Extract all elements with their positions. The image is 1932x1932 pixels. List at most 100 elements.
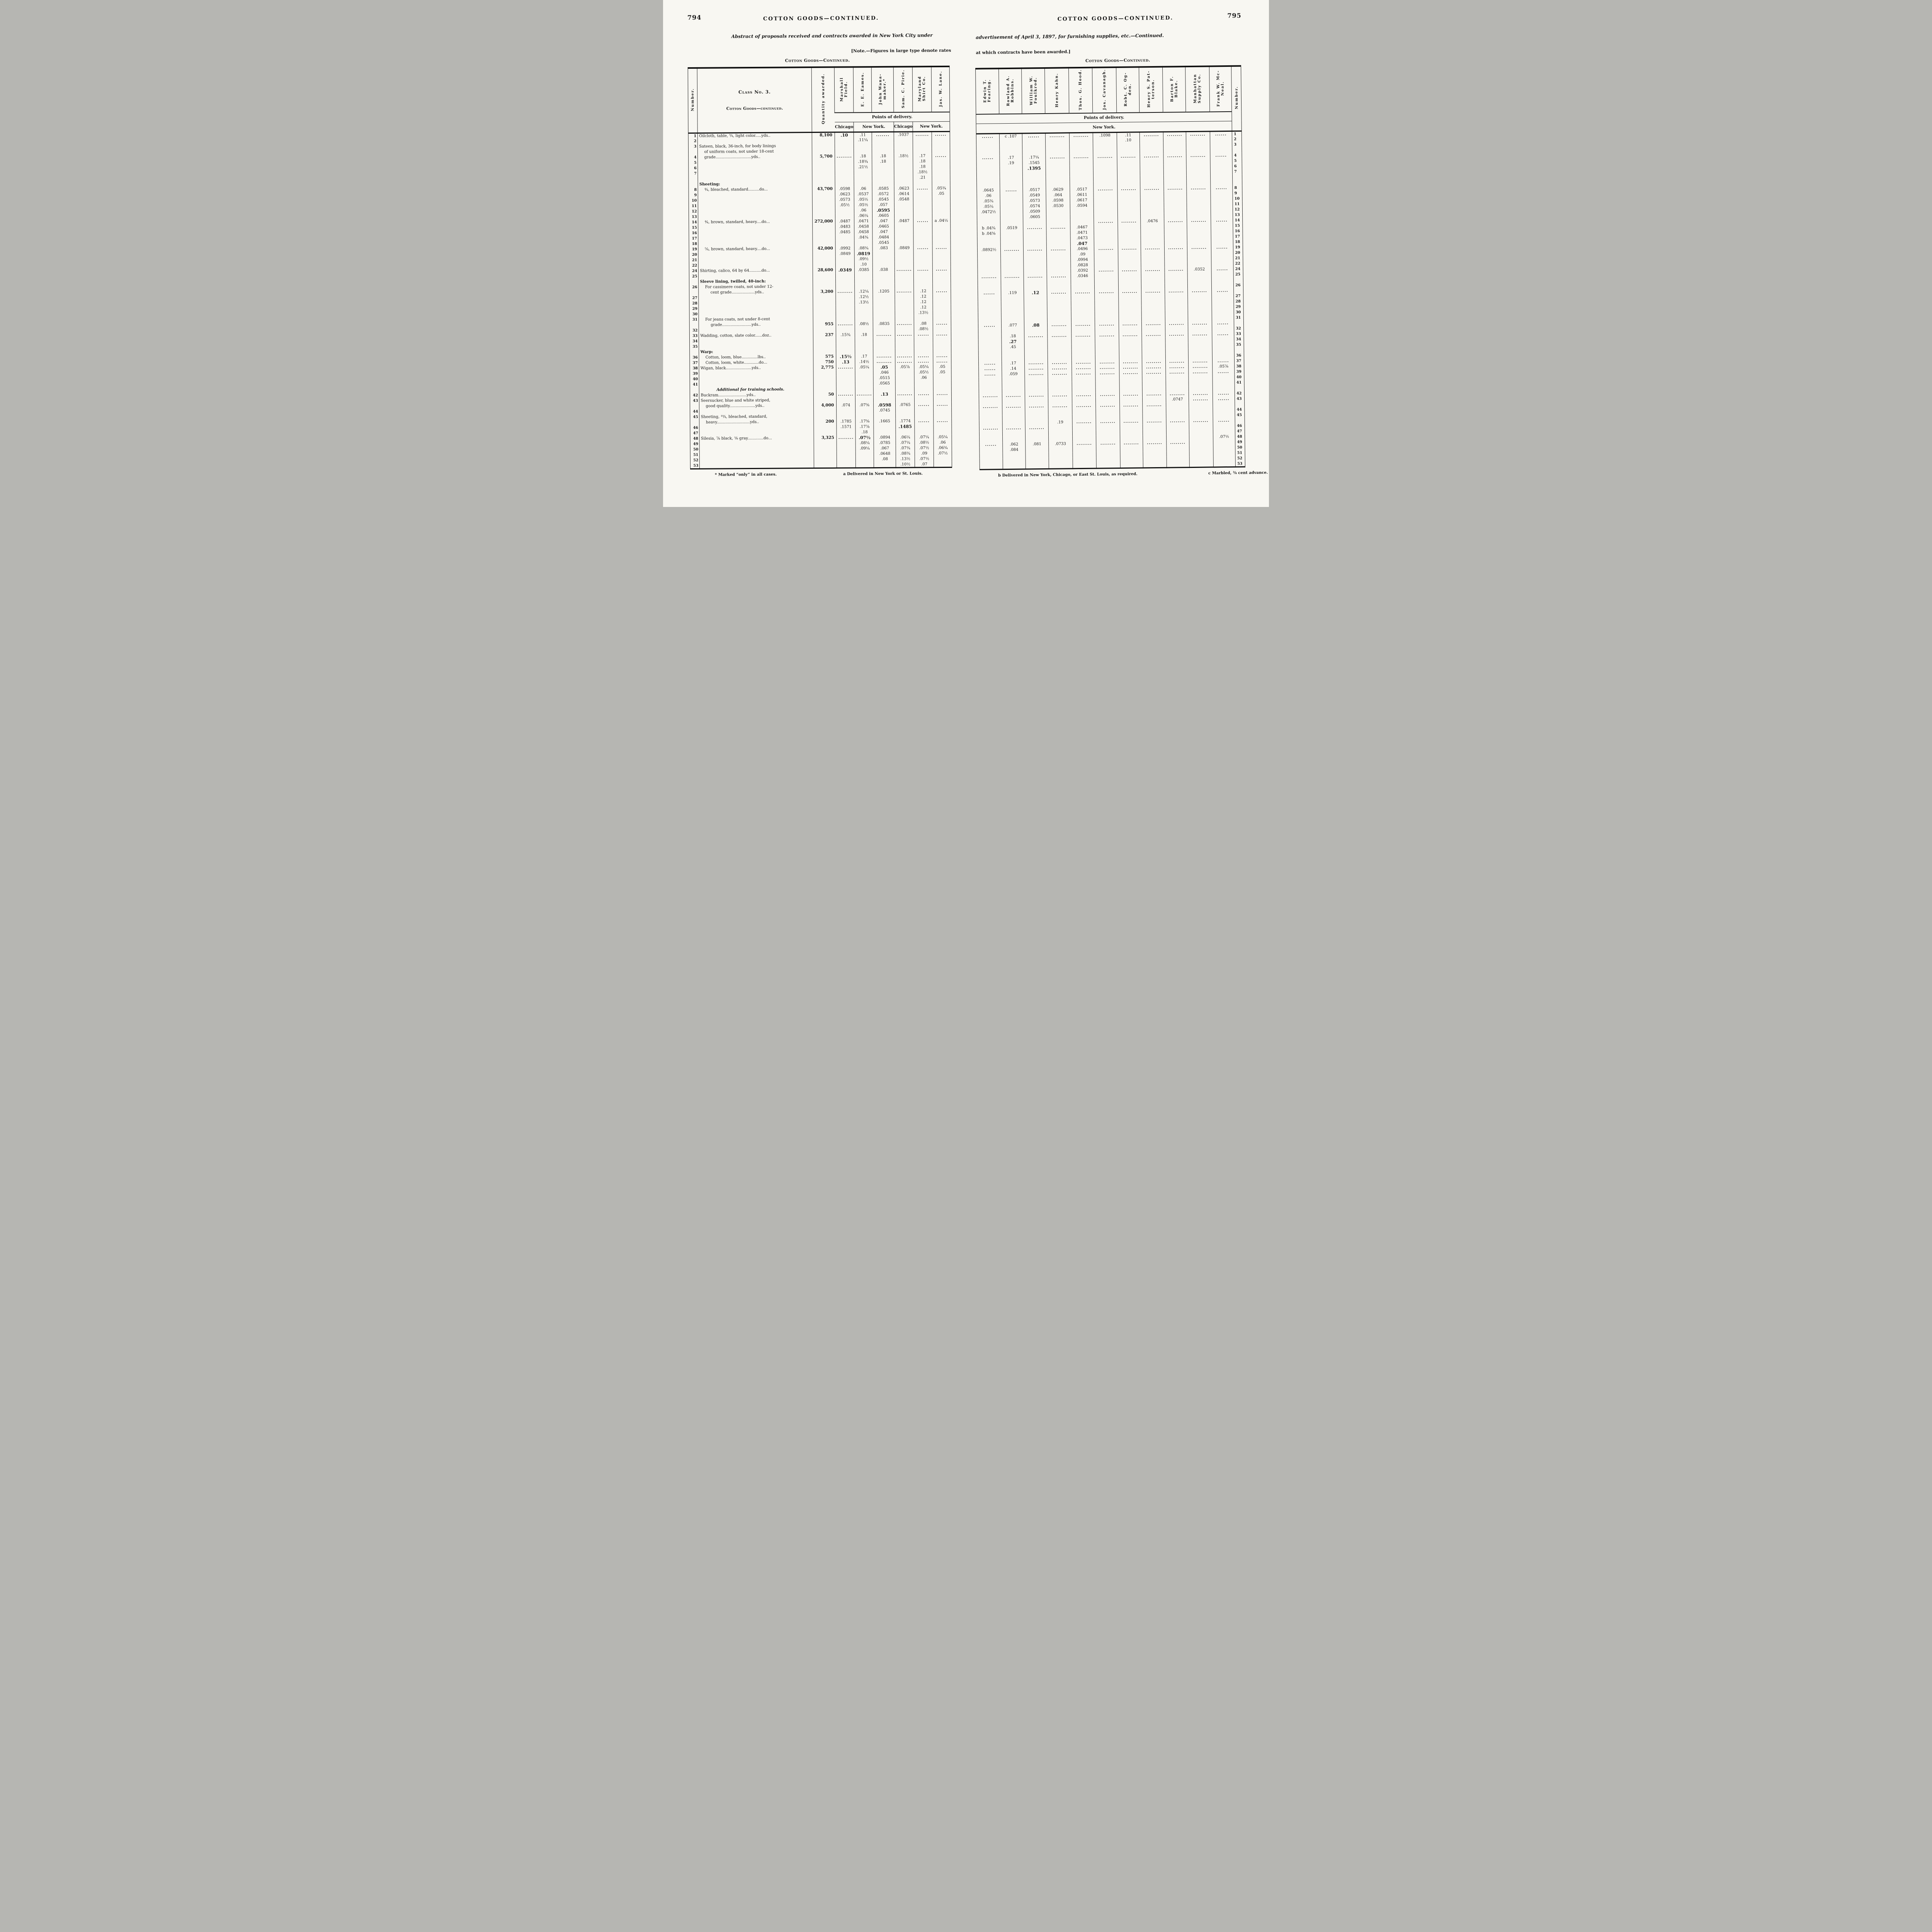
price-cell — [872, 262, 895, 267]
price-cell — [1022, 176, 1046, 182]
price-cell — [932, 234, 951, 240]
row-number-cell: 36 — [692, 355, 698, 360]
vendor-header: Barton F. Blake. — [1162, 66, 1186, 112]
price-cell: .0509 — [1023, 209, 1046, 215]
price-cell — [1166, 434, 1189, 440]
price-cell — [1165, 277, 1188, 284]
price-cell: .18 — [913, 158, 932, 164]
row-number-cell — [1235, 418, 1245, 423]
price-cell — [1189, 401, 1213, 408]
price-cell — [855, 348, 873, 354]
price-cell: .081 — [1025, 441, 1049, 447]
price-cell — [835, 148, 854, 154]
price-cell: ...... — [1213, 396, 1235, 402]
price-cell: ........ — [1071, 365, 1096, 371]
price-cell — [854, 170, 872, 175]
row-number-cell: 16 — [1233, 228, 1243, 234]
price-cell — [836, 294, 855, 300]
price-cell: .14½ — [855, 359, 873, 365]
price-cell: .06 — [985, 194, 992, 198]
row-number-cell: 22 — [692, 263, 697, 268]
price-cell: ........ — [1164, 245, 1187, 251]
row-number-cell — [1232, 180, 1242, 185]
price-cell: ........ — [1187, 245, 1211, 251]
price-cell — [1046, 219, 1070, 225]
price-cell — [1072, 398, 1096, 403]
price-cell — [978, 258, 1001, 264]
price-cell — [1187, 223, 1211, 229]
quantity-cell: 200 — [813, 419, 837, 425]
price-cell — [1093, 143, 1117, 149]
price-cell: .0992 — [835, 245, 855, 252]
price-cell: ...... — [1022, 133, 1046, 139]
price-cell — [1000, 193, 1023, 199]
price-cell — [1093, 170, 1117, 176]
price-cell — [932, 294, 951, 299]
price-cell — [836, 370, 855, 376]
price-cell: .0537 — [854, 191, 872, 197]
price-cell — [1069, 165, 1094, 171]
price-cell — [1046, 257, 1071, 263]
price-cell — [1165, 294, 1188, 300]
price-cell: ...... — [1000, 187, 1023, 193]
price-cell — [1119, 327, 1142, 333]
price-cell — [1187, 207, 1211, 213]
price-cell — [873, 413, 896, 419]
price-cell: .12 — [1024, 290, 1047, 296]
price-cell — [1119, 381, 1142, 387]
vendor-header-row-right: Edwin T. Fearing. Rowland A. Robbins. Willia… — [975, 66, 1242, 131]
quantity-cell: 575 — [813, 354, 837, 360]
proposals-table-left: Number. Class No. 3. Cotton Goods—contin… — [687, 65, 952, 469]
price-cell — [1023, 257, 1047, 264]
price-cell: ........ — [895, 332, 914, 338]
advertisement-subtitle: advertisement of April 3, 1897, for furn… — [976, 32, 1164, 40]
price-cell — [1120, 435, 1143, 441]
price-cell — [894, 202, 913, 208]
price-cell — [1141, 262, 1165, 267]
row-number-cell: 18 — [1233, 239, 1243, 245]
price-cell: ........ — [1119, 359, 1142, 365]
price-cell: ........ — [1094, 246, 1118, 252]
price-cell — [1071, 316, 1095, 322]
vendor-header: Thos. G. Hood. — [1068, 67, 1093, 114]
price-cell — [1117, 213, 1141, 219]
table-caption-right: Cotton Goods—Continued. — [1085, 58, 1150, 63]
price-cell: .11 — [854, 132, 872, 138]
price-cell — [1002, 415, 1026, 420]
row-number-cell: 38 — [1234, 364, 1244, 369]
price-cell: .17 — [855, 354, 873, 359]
row-number-cell: 18 — [692, 242, 697, 246]
page-794-content: 7 9 4 COTTON GOODS—CONTINUED. Abstract of … — [663, 0, 968, 507]
row-number-cell — [1235, 401, 1245, 407]
price-cell — [1211, 304, 1234, 310]
price-cell — [914, 396, 934, 402]
price-cell — [873, 327, 895, 332]
price-cell: .038 — [872, 267, 895, 273]
price-cell — [1023, 252, 1047, 258]
price-cell — [1213, 423, 1235, 429]
price-cell — [836, 343, 855, 349]
price-cell — [914, 386, 934, 391]
price-cell — [1210, 158, 1233, 164]
quantity-cell — [813, 316, 836, 322]
price-cell: .0549 — [1023, 192, 1046, 199]
price-cell — [872, 143, 894, 148]
price-cell: .0471 — [854, 218, 872, 224]
price-cell — [1094, 273, 1119, 279]
price-cell — [913, 207, 932, 213]
price-cell: ........ — [1045, 154, 1070, 160]
row-number-cell — [1235, 385, 1245, 391]
price-cell — [1143, 429, 1167, 435]
page-795: 7 9 5 COTTON GOODS—CONTINUED. advertisemen… — [966, 0, 1269, 507]
price-cell — [1164, 250, 1187, 257]
price-cell: .05¼ — [914, 364, 934, 370]
price-cell: .0611 — [1070, 192, 1094, 198]
price-cell — [1210, 147, 1233, 153]
price-cell: ........ — [1188, 364, 1213, 370]
price-cell — [1072, 408, 1096, 414]
row-number-cell: 4 — [1232, 153, 1242, 158]
price-cell — [1118, 262, 1141, 268]
price-cell — [1026, 447, 1049, 453]
row-number-cell: 3 — [1232, 142, 1242, 148]
price-cell: .0892½ — [981, 248, 997, 252]
